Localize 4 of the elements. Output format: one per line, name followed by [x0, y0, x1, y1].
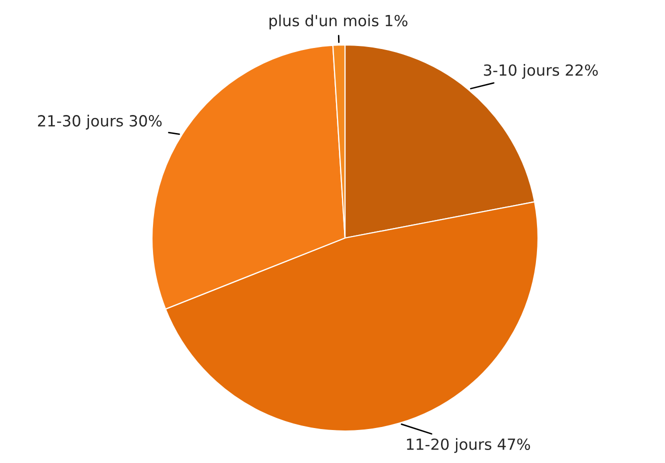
slice-label: 3-10 jours 22%: [484, 64, 598, 79]
slice-label: 21-30 jours 30%: [38, 114, 162, 130]
slice-label: 11-20 jours 47%: [406, 438, 530, 453]
slice-label: plus d'un mois 1%: [270, 14, 408, 30]
